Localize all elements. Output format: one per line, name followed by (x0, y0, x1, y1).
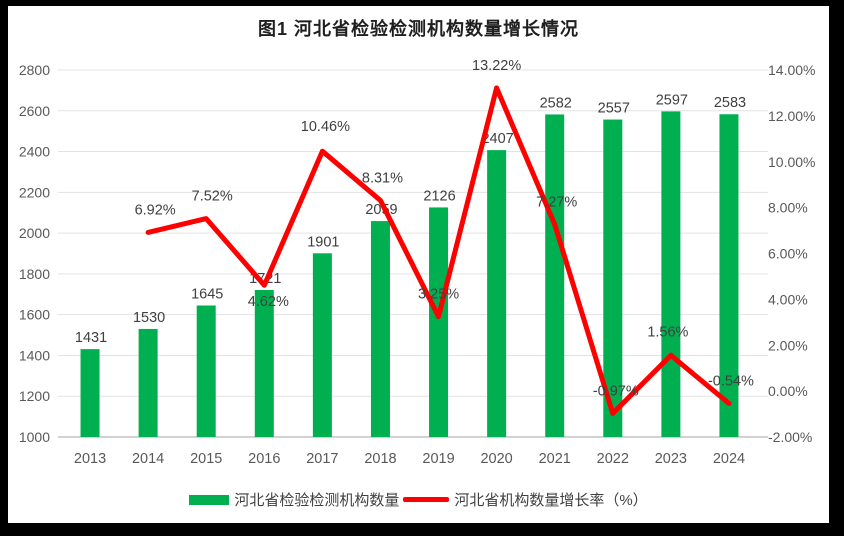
bar-2019 (429, 207, 449, 437)
svg-text:2017: 2017 (306, 451, 338, 467)
legend-item-institution-count: 河北省检验检测机构数量 (189, 489, 399, 510)
svg-text:14.00%: 14.00% (768, 62, 815, 78)
svg-text:8.00%: 8.00% (768, 200, 808, 216)
svg-text:0.00%: 0.00% (768, 383, 808, 399)
svg-text:-0.97%: -0.97% (593, 383, 639, 399)
x-axis-category-labels: 2013 2014 2015 2016 2017 2018 2019 2020 2021 2022… (74, 451, 745, 467)
svg-text:2597: 2597 (656, 92, 688, 108)
bar-2018 (370, 221, 390, 437)
bar-series-swatch (189, 494, 230, 505)
svg-text:2015: 2015 (190, 451, 222, 467)
svg-text:1400: 1400 (19, 347, 50, 363)
bar-2023 (661, 111, 681, 438)
svg-text:7.27%: 7.27% (536, 194, 577, 210)
bar-series-label: 河北省检验检测机构数量 (234, 492, 400, 509)
bar-2014 (138, 328, 158, 437)
line-data-labels: 6.92% 7.52% 4.62% 10.46% 8.31% 3.25% 13.22% 7.2… (135, 58, 754, 399)
svg-text:2407: 2407 (481, 131, 513, 147)
svg-text:2126: 2126 (423, 188, 455, 204)
svg-text:2600: 2600 (19, 103, 50, 119)
svg-text:2583: 2583 (714, 95, 746, 111)
svg-text:2022: 2022 (597, 451, 629, 467)
chart-title: 图1 河北省检验检测机构数量增长情况 (257, 19, 579, 39)
svg-text:1431: 1431 (75, 330, 107, 346)
bar-2016 (254, 289, 274, 437)
svg-text:10.00%: 10.00% (768, 154, 815, 170)
svg-text:2582: 2582 (540, 95, 572, 111)
svg-text:2019: 2019 (422, 451, 454, 467)
svg-text:10.46%: 10.46% (301, 119, 350, 135)
svg-text:-2.00%: -2.00% (768, 429, 812, 445)
svg-text:1530: 1530 (133, 310, 165, 326)
left-axis-tick-labels: 1000 1200 1400 1600 1800 2000 2200 2400 2600 2800 (19, 62, 50, 445)
svg-text:2000: 2000 (19, 225, 50, 241)
line-series-swatch (403, 497, 450, 502)
svg-text:1200: 1200 (19, 388, 50, 404)
svg-text:2013: 2013 (74, 451, 106, 467)
svg-text:2.00%: 2.00% (768, 337, 808, 353)
legend-item-growth-rate: 河北省机构数量增长率（%） (403, 489, 648, 510)
bar-2017 (312, 253, 332, 437)
svg-text:3.25%: 3.25% (418, 287, 459, 303)
svg-text:2024: 2024 (713, 451, 745, 467)
bar-2022 (603, 119, 623, 438)
svg-text:4.00%: 4.00% (768, 291, 808, 307)
chart-legend: 河北省检验检测机构数量 河北省机构数量增长率（%） (8, 489, 829, 510)
svg-text:1600: 1600 (19, 307, 50, 323)
bar-2020 (487, 150, 507, 437)
svg-text:1901: 1901 (307, 234, 339, 250)
svg-text:4.62%: 4.62% (248, 294, 289, 310)
svg-text:13.22%: 13.22% (472, 58, 521, 74)
svg-text:8.31%: 8.31% (362, 171, 403, 187)
svg-text:2020: 2020 (480, 451, 512, 467)
svg-text:2200: 2200 (19, 184, 50, 200)
line-series-label: 河北省机构数量增长率（%） (454, 492, 648, 509)
right-axis-tick-labels: -2.00% 0.00% 2.00% 4.00% 6.00% 8.00% 10.00% 12.… (768, 62, 815, 445)
svg-text:2021: 2021 (539, 451, 571, 467)
svg-text:6.00%: 6.00% (768, 246, 808, 262)
bar-2021 (545, 114, 565, 437)
svg-text:7.52%: 7.52% (192, 189, 233, 205)
combo-chart: 1000 1200 1400 1600 1800 2000 2200 2400 2600 2800… (19, 58, 816, 467)
svg-text:1000: 1000 (19, 429, 50, 445)
svg-text:12.00%: 12.00% (768, 108, 815, 124)
svg-text:-0.54%: -0.54% (708, 374, 754, 390)
svg-text:1800: 1800 (19, 266, 50, 282)
chart-canvas: 图1 河北省检验检测机构数量增长情况 1000 1200 1400 1600 1800 2… (8, 6, 829, 523)
svg-text:2018: 2018 (364, 451, 396, 467)
bar-2024 (719, 114, 739, 437)
bar-series (80, 111, 739, 438)
svg-text:6.92%: 6.92% (135, 202, 176, 218)
line-series (145, 85, 732, 416)
bar-2013 (80, 349, 100, 437)
svg-text:2800: 2800 (19, 62, 50, 78)
svg-text:2023: 2023 (655, 451, 687, 467)
svg-text:1.56%: 1.56% (647, 324, 688, 340)
svg-text:2014: 2014 (132, 451, 164, 467)
svg-text:2400: 2400 (19, 144, 50, 160)
svg-text:2557: 2557 (598, 101, 630, 117)
bar-2015 (196, 305, 216, 437)
svg-text:2016: 2016 (248, 451, 280, 467)
svg-text:1645: 1645 (191, 286, 223, 302)
